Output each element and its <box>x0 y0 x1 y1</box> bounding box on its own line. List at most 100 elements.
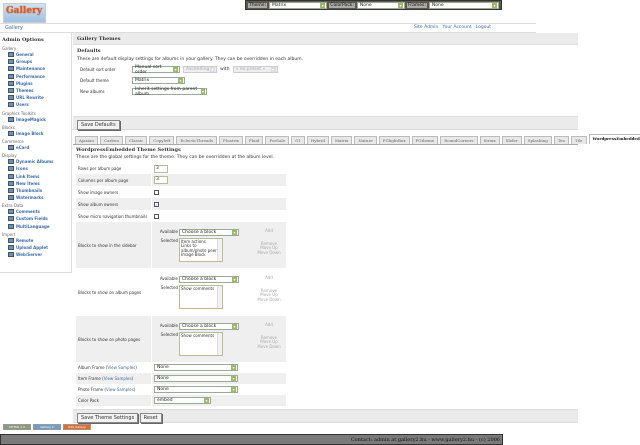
tab-copyleft[interactable]: Copyleft <box>149 136 175 144</box>
sidebar-item-label[interactable]: Thumbnails <box>16 187 43 193</box>
move-down-button[interactable]: Move Down <box>257 343 281 349</box>
add-block-button[interactable]: Add <box>265 274 273 280</box>
tab-roundcorners[interactable]: RoundCorners <box>440 136 478 144</box>
move-down-button[interactable]: Move Down <box>257 296 281 302</box>
sidebar-item-label[interactable]: MultiLanguage <box>16 223 50 229</box>
tab-hybrid[interactable]: Hybrid <box>306 136 329 144</box>
sidebar-item-label[interactable]: New Items <box>16 180 40 186</box>
sidebar-item-upload-applet[interactable]: Upload Applet <box>2 244 69 251</box>
sidebar-item-label[interactable]: Remote <box>16 237 34 243</box>
save-theme-settings-button[interactable]: Save Theme Settings <box>77 413 139 423</box>
sidebar-item-remote[interactable]: Remote <box>2 237 69 244</box>
remove-block-button[interactable]: Remove <box>260 334 278 340</box>
xhtml-badge[interactable]: XHTML 1.0 <box>3 424 31 430</box>
tab-g1[interactable]: G1 <box>291 136 305 144</box>
sidebar-item-comments[interactable]: Comments <box>2 208 69 215</box>
move-up-button[interactable]: Move Up <box>260 339 278 345</box>
sidebar-item-custom-fields[interactable]: Custom Fields <box>2 215 69 222</box>
columns-input[interactable]: 3 <box>154 176 168 184</box>
photo-frame-select[interactable]: None ▾ <box>154 386 238 393</box>
sidebar-item-imagemagick[interactable]: ImageMagick <box>2 116 69 123</box>
available-blocks-select[interactable]: Choose a block ▾ <box>179 228 239 236</box>
sidebar-item-label[interactable]: Users <box>16 102 29 108</box>
colorpack-select[interactable]: None ▾ <box>356 1 405 9</box>
move-up-button[interactable]: Move Up <box>260 245 278 251</box>
selected-blocks-list[interactable]: Show comments <box>179 331 223 356</box>
selected-block-option[interactable]: Show comments <box>181 285 215 291</box>
sidebar-item-label[interactable]: Dynamic Albums <box>16 159 54 165</box>
sidebar-item-icons[interactable]: Icons <box>2 165 69 172</box>
tab-tea[interactable]: Tea <box>553 136 569 144</box>
sidebar-item-label[interactable]: Maintenance <box>16 66 46 72</box>
available-blocks-select[interactable]: Choose a block ▾ <box>179 322 239 330</box>
tab-siriux[interactable]: Siriux <box>479 136 500 144</box>
sidebar-item-general[interactable]: General <box>2 51 69 58</box>
gallery-logo[interactable]: Gallery <box>3 3 46 23</box>
theme-select[interactable]: Matrix ▾ <box>269 1 328 9</box>
sidebar-item-themes[interactable]: Themes <box>2 87 69 94</box>
view-samples-link[interactable]: View Samples <box>106 387 134 392</box>
breadcrumb-gallery[interactable]: Gallery <box>5 25 23 31</box>
move-up-button[interactable]: Move Up <box>260 292 278 298</box>
reset-button[interactable]: Reset <box>139 413 162 423</box>
add-block-button[interactable]: Add <box>265 227 273 233</box>
tab-splashing[interactable]: Splashing <box>523 136 552 144</box>
sidebar-item-label[interactable]: Custom Fields <box>16 216 48 222</box>
tab-eclecticthreads[interactable]: EclecticThreads <box>176 136 218 144</box>
tab-wordpressembedded[interactable]: WordpressEmbedded <box>588 134 640 144</box>
sidebar-item-label[interactable]: Performance <box>16 73 45 79</box>
tab-nature[interactable]: Nature <box>354 136 377 144</box>
tab-matrix[interactable]: Matrix <box>330 136 353 144</box>
frames-select[interactable]: None ▾ <box>428 1 499 9</box>
tab-pglightbox[interactable]: PGlightBox <box>378 136 410 144</box>
view-samples-link[interactable]: View Samples <box>103 376 132 381</box>
save-defaults-button[interactable]: Save Defaults <box>77 120 120 130</box>
sidebar-item-label[interactable]: URL Rewrite <box>16 95 44 101</box>
rss-badge[interactable]: RSS Gallery <box>63 424 91 430</box>
sidebar-item-url-rewrite[interactable]: URL Rewrite <box>2 94 69 101</box>
tab-ajaxian[interactable]: Ajaxian <box>75 136 99 144</box>
sidebar-item-label[interactable]: General <box>16 52 34 58</box>
sidebar-item-dynamic-albums[interactable]: Dynamic Albums <box>2 158 69 165</box>
new-albums-select[interactable]: Inherit settings from parent album ▾ <box>132 87 207 97</box>
sidebar-item-label[interactable]: Link Items <box>16 173 40 179</box>
selected-block-option[interactable]: Item actions <box>181 238 206 244</box>
sidebar-item-ecard[interactable]: eCard <box>2 144 69 151</box>
sidebar-item-image-block[interactable]: Image Block <box>2 130 69 137</box>
sidebar-item-watermarks[interactable]: Watermarks <box>2 194 69 201</box>
sidebar-item-performance[interactable]: Performance <box>2 73 69 80</box>
available-blocks-select[interactable]: Choose a block ▾ <box>179 275 239 283</box>
tab-pgtheme[interactable]: PGtheme <box>411 136 439 144</box>
sidebar-item-label[interactable]: Plugins <box>16 80 33 86</box>
sidebar-item-thumbnails[interactable]: Thumbnails <box>2 187 69 194</box>
sidebar-item-plugins[interactable]: Plugins <box>2 80 69 87</box>
remove-block-button[interactable]: Remove <box>260 240 278 246</box>
selected-block-option[interactable]: Image Block <box>181 252 206 258</box>
sidebar-item-label[interactable]: Image Block <box>16 130 44 136</box>
sidebar-item-label[interactable]: Upload Applet <box>16 245 49 251</box>
item-frame-select[interactable]: None ▾ <box>154 375 238 382</box>
sidebar-item-label[interactable]: eCard <box>16 144 30 150</box>
sort-order-select[interactable]: Manual sort order ▾ <box>132 65 180 75</box>
move-down-button[interactable]: Move Down <box>257 249 281 255</box>
album-frame-select[interactable]: None ▾ <box>154 364 238 371</box>
sidebar-item-label[interactable]: Themes <box>16 88 34 94</box>
remove-block-button[interactable]: Remove <box>260 287 278 293</box>
sidebar-item-multilanguage[interactable]: MultiLanguage <box>2 223 69 230</box>
tab-classic[interactable]: Classic <box>124 136 148 144</box>
sidebar-item-label[interactable]: Icons <box>16 166 28 172</box>
tab-floatrix[interactable]: Floatrix <box>219 136 243 144</box>
sidebar-item-label[interactable]: Groups <box>16 59 33 65</box>
tab-fluid[interactable]: Fluid <box>244 136 264 144</box>
sidebar-item-maintenance[interactable]: Maintenance <box>2 65 69 72</box>
tab-tile[interactable]: Tile <box>570 136 587 144</box>
tab-forsale[interactable]: ForSale <box>265 136 290 144</box>
sidebar-item-users[interactable]: Users <box>2 101 69 108</box>
tab-carbon[interactable]: Carbon <box>100 136 123 144</box>
selected-blocks-list[interactable]: Item actions Links to album/photo peers Im… <box>179 237 223 262</box>
color-pack-select[interactable]: embed ▾ <box>154 397 211 404</box>
sidebar-item-new-items[interactable]: New Items <box>2 180 69 187</box>
image-owners-checkbox[interactable] <box>154 189 159 195</box>
album-owners-checkbox[interactable]: ✓ <box>154 201 159 207</box>
sidebar-item-link-items[interactable]: Link Items <box>2 172 69 179</box>
